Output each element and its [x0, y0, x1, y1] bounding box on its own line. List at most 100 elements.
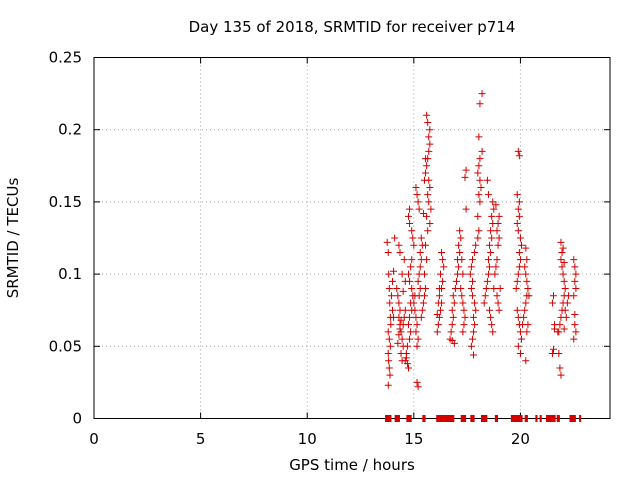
- data-point: [494, 241, 502, 249]
- data-point: [411, 292, 419, 300]
- data-point: [477, 183, 485, 191]
- data-point: [554, 328, 562, 336]
- data-point: [389, 277, 397, 285]
- data-point: [572, 270, 580, 278]
- data-point: [572, 285, 580, 293]
- data-point: [476, 176, 484, 184]
- data-point: [549, 292, 557, 300]
- data-point: [493, 256, 501, 264]
- data-point: [549, 345, 557, 353]
- data-point: [495, 306, 503, 314]
- data-point: [448, 337, 456, 345]
- data-point: [460, 306, 468, 314]
- data-point: [415, 205, 423, 213]
- data-point: [403, 342, 411, 350]
- data-point: [467, 285, 475, 293]
- data-point: [422, 285, 430, 293]
- data-point: [548, 350, 556, 358]
- data-point: [571, 321, 579, 329]
- zero-value-marker: [510, 415, 523, 422]
- data-point: [452, 277, 460, 285]
- data-point: [557, 371, 565, 379]
- data-point: [468, 335, 476, 343]
- data-point: [402, 354, 410, 362]
- data-point: [439, 256, 447, 264]
- data-point: [513, 306, 521, 314]
- data-point: [435, 292, 443, 300]
- data-point: [412, 328, 420, 336]
- chart-title: Day 135 of 2018, SRMTID for receiver p71…: [189, 18, 516, 36]
- data-point: [514, 147, 522, 155]
- data-point: [394, 292, 402, 300]
- data-point: [384, 328, 392, 336]
- data-point: [512, 285, 520, 293]
- data-point: [390, 267, 398, 275]
- data-point: [405, 212, 413, 220]
- data-point: [414, 277, 422, 285]
- data-point: [474, 169, 482, 177]
- data-point: [414, 198, 422, 206]
- data-point: [471, 248, 479, 256]
- data-point: [475, 227, 483, 235]
- data-point: [410, 299, 418, 307]
- data-point: [482, 285, 490, 293]
- data-point: [449, 292, 457, 300]
- y-tick-label: 0.05: [49, 337, 82, 355]
- data-point: [556, 321, 564, 329]
- data-point: [400, 256, 408, 264]
- data-point: [416, 248, 424, 256]
- data-point: [440, 263, 448, 271]
- data-point: [493, 227, 501, 235]
- data-point: [462, 205, 470, 213]
- data-point: [514, 227, 522, 235]
- data-point: [570, 335, 578, 343]
- axis-ticks: 0 5 10 15 20 0 0.05 0.1 0.15 0.2 0.25: [49, 49, 610, 448]
- data-point: [521, 263, 529, 271]
- data-point: [561, 285, 569, 293]
- data-point: [470, 351, 478, 359]
- data-point: [455, 263, 463, 271]
- zero-value-marker: [546, 415, 556, 422]
- data-point: [387, 292, 395, 300]
- zero-value-marker: [579, 415, 582, 422]
- data-point: [488, 212, 496, 220]
- data-point: [405, 270, 413, 278]
- data-point: [488, 234, 496, 242]
- data-point: [562, 313, 570, 321]
- data-point: [417, 234, 425, 242]
- data-point: [385, 364, 393, 372]
- data-point: [523, 328, 531, 336]
- data-point: [483, 176, 491, 184]
- data-point: [457, 285, 465, 293]
- data-point: [391, 234, 399, 242]
- data-point: [403, 360, 411, 368]
- data-point: [438, 248, 446, 256]
- data-point: [481, 292, 489, 300]
- data-point: [406, 220, 414, 228]
- data-point: [434, 321, 442, 329]
- data-point: [486, 263, 494, 271]
- data-point: [398, 335, 406, 343]
- data-point: [461, 313, 469, 321]
- data-point: [396, 248, 404, 256]
- data-point: [522, 244, 530, 252]
- data-point: [524, 285, 532, 293]
- data-point: [393, 285, 401, 293]
- data-point: [459, 299, 467, 307]
- data-point: [409, 234, 417, 242]
- data-point: [467, 263, 475, 271]
- data-point: [470, 328, 478, 336]
- data-point: [424, 191, 432, 199]
- data-point: [426, 126, 434, 134]
- data-point: [459, 328, 467, 336]
- data-point: [414, 335, 422, 343]
- data-point: [386, 371, 394, 379]
- data-point: [570, 292, 578, 300]
- zero-value-marker: [385, 415, 392, 422]
- data-point: [408, 256, 416, 264]
- data-point: [492, 263, 500, 271]
- zero-value-marker: [394, 415, 400, 422]
- data-point: [460, 321, 468, 329]
- data-point: [394, 339, 402, 347]
- y-tick-label: 0.15: [49, 193, 82, 211]
